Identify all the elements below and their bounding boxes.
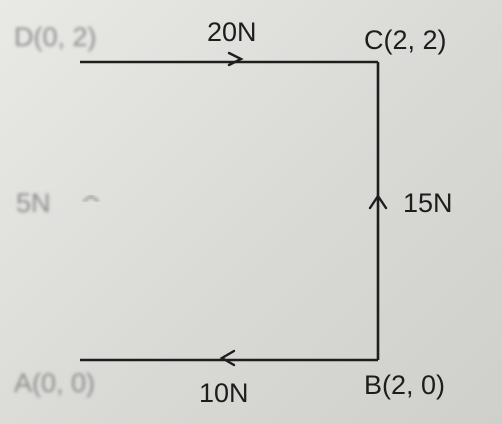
arrow-up-icon xyxy=(368,193,388,210)
force-label-top: 20N xyxy=(207,17,257,47)
force-label-bottom: 10N xyxy=(199,378,249,408)
arrow-up-faded-icon xyxy=(82,194,100,203)
arrow-right-icon xyxy=(227,51,244,67)
arrow-left-icon xyxy=(219,349,236,367)
point-label-b: B(2, 0) xyxy=(364,370,445,400)
point-label-a: A(0, 0) xyxy=(14,368,95,398)
point-label-c: C(2, 2) xyxy=(364,25,447,55)
force-label-left: 5N xyxy=(16,188,51,218)
force-label-right: 15N xyxy=(403,188,453,218)
point-label-d: D(0, 2) xyxy=(14,22,97,52)
